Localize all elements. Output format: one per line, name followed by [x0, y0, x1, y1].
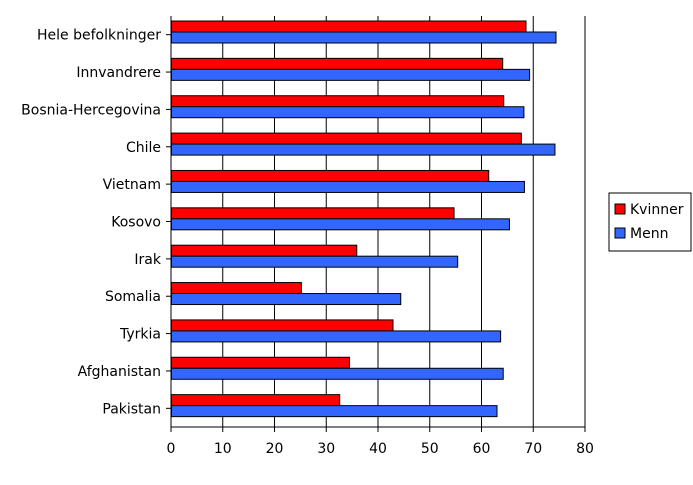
bar-menn: [171, 143, 556, 156]
x-tick-label: 10: [214, 441, 232, 457]
x-tick-label: 80: [576, 441, 594, 457]
category-label: Hele befolkninger: [37, 28, 161, 44]
bar-kvinner: [171, 20, 527, 33]
category-label: Tyrkia: [119, 327, 161, 343]
category-label: Vietnam: [103, 177, 161, 193]
axes: [166, 16, 586, 432]
bar-kvinner: [171, 57, 504, 70]
bar-kvinner: [171, 132, 522, 145]
category-label: Kosovo: [111, 215, 161, 231]
bar-kvinner: [171, 95, 505, 108]
bar-kvinner: [171, 282, 302, 295]
x-tick-label: 20: [266, 441, 284, 457]
category-label: Bosnia-Hercegovina: [21, 102, 161, 118]
bar-series: [171, 20, 557, 418]
category-label: Pakistan: [102, 401, 161, 417]
bar-menn: [171, 405, 498, 418]
x-tick-label: 50: [421, 441, 439, 457]
category-label: Chile: [126, 140, 161, 156]
legend: Kvinner Menn: [608, 192, 692, 252]
x-tick-label: 30: [317, 441, 335, 457]
legend-box: [608, 192, 692, 252]
legend-label: Kvinner: [630, 202, 684, 218]
category-label: Innvandrere: [76, 65, 161, 81]
x-tick-label: 0: [167, 441, 176, 457]
legend-swatch-kvinner: [614, 203, 626, 215]
x-tick-label: 40: [369, 441, 387, 457]
x-tick-label: 60: [473, 441, 491, 457]
bar-menn: [171, 180, 525, 193]
bar-menn: [171, 31, 557, 44]
bar-menn: [171, 293, 402, 306]
bar-menn: [171, 68, 531, 81]
bar-kvinner: [171, 356, 351, 369]
bar-kvinner: [171, 394, 341, 407]
bar-menn: [171, 255, 459, 268]
bar-kvinner: [171, 319, 394, 332]
bar-menn: [171, 330, 502, 343]
bar-menn: [171, 218, 510, 231]
bar-menn: [171, 367, 504, 380]
bar-menn: [171, 106, 525, 119]
bar-kvinner: [171, 169, 490, 182]
category-labels: Hele befolkninger Innvandrere Bosnia-Herce…: [21, 28, 162, 418]
legend-label: Menn: [630, 226, 668, 242]
legend-swatch-menn: [614, 227, 626, 239]
x-tick-labels: 0 10 20 30 40 50 60 70 80: [167, 441, 594, 457]
bar-kvinner: [171, 244, 358, 257]
x-tick-label: 70: [524, 441, 542, 457]
category-label: Somalia: [105, 289, 161, 305]
category-label: Afghanistan: [78, 364, 161, 380]
category-label: Irak: [134, 252, 161, 268]
bar-kvinner: [171, 207, 455, 220]
